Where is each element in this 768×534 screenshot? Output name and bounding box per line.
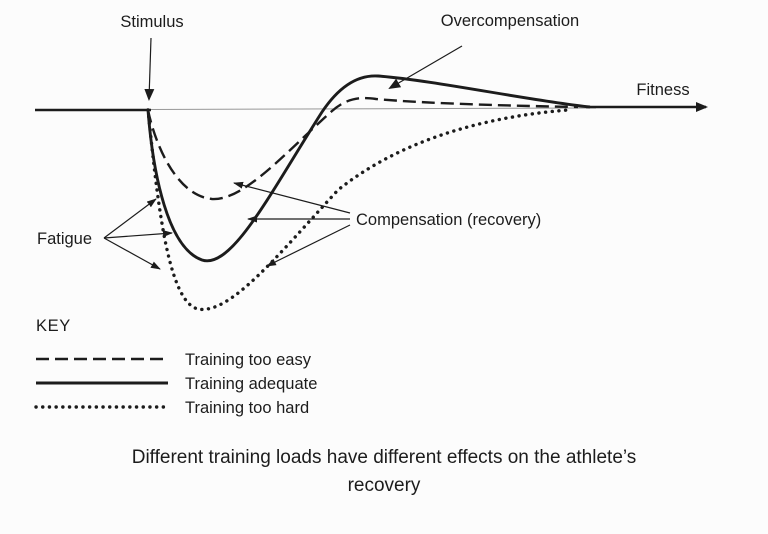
fatigue-arrow-easy bbox=[103, 198, 157, 239]
legend-label-easy: Training too easy bbox=[185, 351, 312, 369]
fatigue-arrow-hard bbox=[103, 237, 161, 270]
baseline-thin bbox=[147, 107, 597, 110]
fatigue-arrow-adequate bbox=[103, 230, 173, 239]
compensation-arrow-easy bbox=[233, 181, 351, 214]
stimulus-arrow bbox=[144, 37, 155, 101]
legend-label-hard: Training too hard bbox=[185, 399, 309, 417]
legend-label-adequate: Training adequate bbox=[185, 375, 317, 393]
curve-training-too-easy bbox=[146, 96, 579, 201]
compensation-label: Compensation (recovery) bbox=[356, 211, 541, 229]
diagram-canvas: Stimulus Overcompensation Fitness Fatigu… bbox=[34, 12, 708, 417]
overcompensation-label: Overcompensation bbox=[441, 12, 580, 30]
curve-training-adequate bbox=[146, 74, 591, 263]
key-title: KEY bbox=[36, 317, 71, 335]
fatigue-label: Fatigue bbox=[37, 230, 92, 248]
curve-training-too-hard bbox=[146, 108, 570, 312]
overcompensation-arrow bbox=[388, 45, 463, 90]
compensation-arrow-hard bbox=[266, 224, 351, 267]
figure-caption: Different training loads have different … bbox=[131, 447, 637, 496]
fitness-label: Fitness bbox=[636, 81, 689, 99]
stimulus-label: Stimulus bbox=[120, 13, 183, 31]
